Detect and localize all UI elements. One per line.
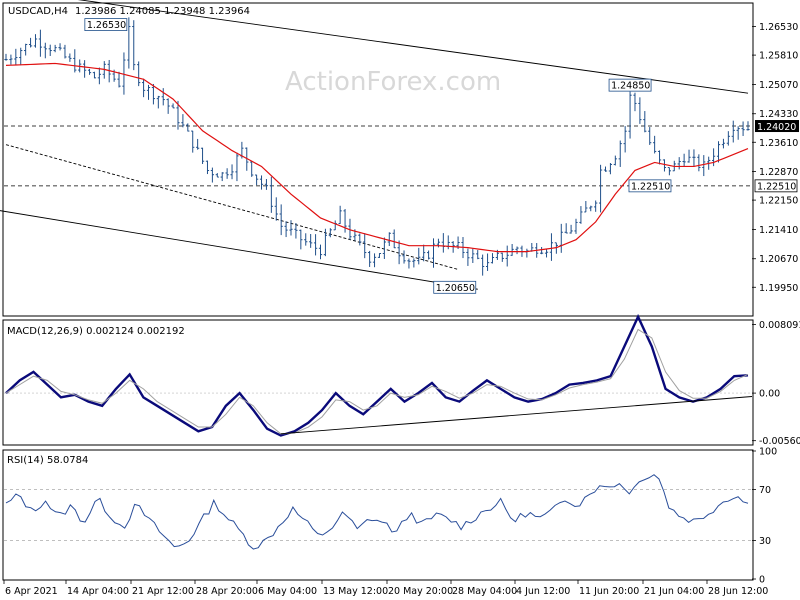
y-axis-layer: 1.26530 1.25810 1.25070 1.24330 1.23610 1.228…: [752, 22, 800, 586]
x-tick-label: 28 Jun 12:00: [708, 586, 768, 597]
trendline: [0, 210, 478, 290]
price-y-tick-label: 1.24330: [759, 109, 798, 120]
rsi-line: [5, 474, 749, 550]
price-panel-frame: [2, 2, 754, 317]
price-panel: [2, 2, 754, 317]
x-tick-label: 28 May 04:00: [452, 586, 517, 597]
rsi-y-tick-label: 30: [759, 536, 771, 547]
macd-line: [5, 313, 749, 437]
x-tick-label: 11 Jun 20:00: [579, 586, 639, 597]
price-annotation-label: 1.20650: [436, 283, 475, 294]
macd-layer: [4, 313, 753, 437]
price-layer: 1.26530 1.24850 1.22510 1.22510 1.20650 1.240…: [0, 0, 799, 294]
macd-y-tick-label: 0.008091: [759, 320, 800, 331]
price-y-tick-label: 1.26530: [759, 22, 798, 33]
rsi-panel-frame: [2, 449, 754, 581]
macd-y-tick-label: -0.005608: [759, 436, 800, 447]
x-axis-labels: 6 Apr 2021 14 Apr 04:00 21 Apr 12:00 28 Apr…: [3, 580, 768, 597]
x-tick-label: 14 Apr 04:00: [67, 586, 129, 597]
price-annotation-box: [433, 280, 477, 294]
rsi-panel: [2, 449, 754, 581]
price-y-tick-label: 1.20670: [759, 254, 798, 265]
rsi-y-tick-label: 100: [759, 447, 777, 458]
price-y-tick-label: 1.23610: [759, 138, 798, 149]
price-annotation-label: 1.22510: [631, 181, 670, 192]
price-annotation-label: 1.22510: [757, 181, 796, 192]
price-annotation-box: [754, 179, 798, 193]
x-tick-label: 13 May 12:00: [323, 586, 388, 597]
rsi-y-tick-label: 0: [759, 575, 765, 586]
macd-title: MACD(12,26,9) 0.002124 0.002192: [7, 326, 185, 337]
x-tick-label: 20 May 20:00: [388, 586, 453, 597]
x-tick-label: 21 Apr 12:00: [132, 586, 194, 597]
symbol-timeframe: USDCAD,H4: [8, 6, 68, 17]
macd-signal-line: [5, 328, 749, 435]
macd-panel-frame: [2, 319, 754, 446]
watermark: ActionForex.com: [285, 67, 501, 97]
x-tick-label: 28 Apr 20:00: [196, 586, 258, 597]
trendline: [5, 144, 459, 270]
rsi-y-tick-label: 70: [759, 485, 771, 496]
current-price-label: 1.24020: [757, 122, 796, 133]
price-annotation-box: [84, 18, 128, 31]
price-annotation-label: 1.24850: [611, 81, 650, 92]
price-annotation-box: [608, 78, 652, 92]
price-annotation-box: [628, 179, 672, 193]
price-y-tick-label: 1.25810: [759, 51, 798, 62]
macd-y-tick-label: 0.00: [759, 389, 780, 400]
rsi-layer: [4, 474, 752, 550]
price-y-tick-label: 1.19950: [759, 283, 798, 294]
macd-trendline: [280, 396, 753, 435]
price-y-tick-label: 1.22150: [759, 196, 798, 207]
price-y-tick-label: 1.25070: [759, 80, 798, 91]
trendline: [77, 0, 749, 94]
price-y-tick-label: 1.21410: [759, 225, 798, 236]
current-price-marker: [755, 120, 799, 133]
x-tick-label: 6 Apr 2021: [5, 586, 58, 597]
x-tick-label: 21 Jun 04:00: [644, 586, 704, 597]
moving-average-line: [5, 62, 749, 253]
x-tick-label: 4 Jun 12:00: [516, 586, 570, 597]
rsi-title: RSI(14) 58.0784: [7, 455, 88, 466]
x-tick-label: 6 May 04:00: [258, 586, 317, 597]
macd-panel: [2, 319, 754, 446]
price-annotation-label: 1.26530: [87, 20, 126, 31]
price-y-tick-label: 1.22870: [759, 167, 798, 178]
